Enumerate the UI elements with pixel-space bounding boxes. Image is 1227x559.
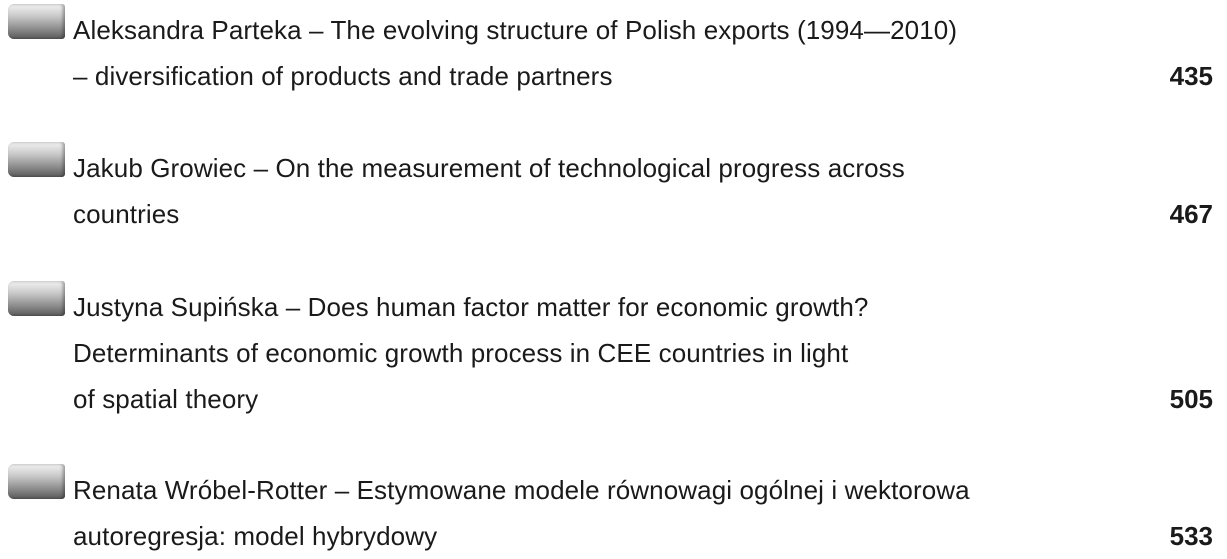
bullet-icon [8,281,65,316]
entry-title: Jakub Growiec – On the measurement of te… [73,145,905,237]
title-line: Aleksandra Parteka – The evolving struct… [73,15,958,45]
title-line: countries [73,199,180,229]
bullet-icon [8,4,65,39]
title-line: autoregresja: model hybrydowy [73,521,438,551]
title-line: Justyna Supińska – Does human factor mat… [73,292,869,322]
title-line: Determinants of economic growth process … [73,338,849,368]
title-line: Jakub Growiec – On the measurement of te… [73,153,905,183]
page-number: 467 [1169,199,1213,229]
toc-page: Aleksandra Parteka – The evolving struct… [8,4,1213,551]
title-line: Renata Wróbel-Rotter – Estymowane modele… [73,475,970,505]
title-line: of spatial theory [73,384,259,414]
bullet-icon [8,142,65,177]
page-number: 533 [1169,521,1213,551]
entry-title: Justyna Supińska – Does human factor mat… [73,284,868,422]
bullet-icon [8,464,65,499]
entry-title: Renata Wróbel-Rotter – Estymowane modele… [73,467,970,559]
title-line: – diversification of products and trade … [73,61,613,91]
page-number: 435 [1169,61,1213,91]
page-number: 505 [1169,384,1213,414]
entry-title: Aleksandra Parteka – The evolving struct… [73,7,957,99]
